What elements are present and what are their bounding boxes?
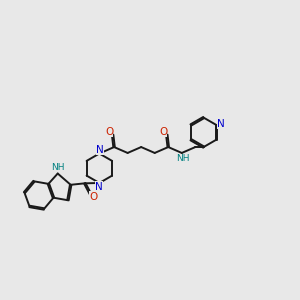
Text: NH: NH [176,154,190,163]
Text: N: N [217,119,225,129]
Text: O: O [159,127,167,137]
Text: N: N [96,145,104,155]
Text: O: O [89,192,98,202]
Text: N: N [95,182,103,191]
Text: NH: NH [52,163,65,172]
Text: O: O [105,127,113,137]
